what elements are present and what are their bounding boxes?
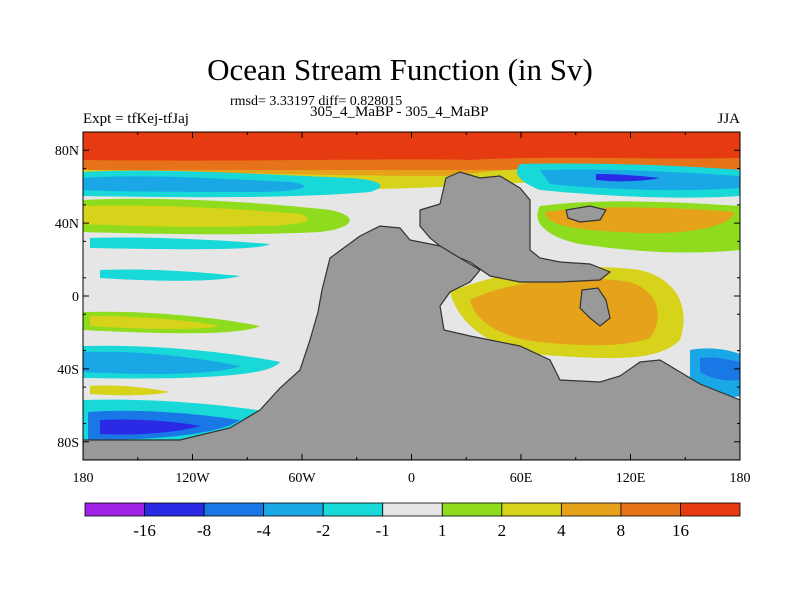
equatorial-positive-core [90,316,220,329]
colorbar-label: -16 [133,521,156,540]
colorbar-swatch [144,502,205,517]
colorbar-swatch [501,502,562,517]
y-tick-label: 0 [72,290,79,305]
arctic-band-16 [83,132,740,161]
x-tick-label: 0 [408,471,415,486]
x-tick-label: 60E [510,471,533,486]
colorbar-swatch [680,502,741,517]
stream-function-field [83,132,740,460]
colorbar-label: 4 [557,521,566,540]
x-tick-label: 120E [616,471,646,486]
colorbar-swatch [441,502,503,517]
north-negative-core [83,176,305,192]
center-header: 305_4_MaBP - 305_4_MaBP [310,104,489,120]
y-axis: 80N 40N 0 40S 80S [55,131,740,461]
colorbar-label: 16 [672,521,689,540]
right-header: JJA [717,111,740,127]
x-axis: 180 120W 60W 0 60E 120E 180 [73,132,751,486]
colorbar-label: -2 [316,521,330,540]
x-tick-label: 180 [73,471,94,486]
midlat-positive-core [83,205,308,227]
colorbar-label: 1 [438,521,447,540]
chart-title: Ocean Stream Function (in Sv) [207,52,593,87]
land-island-1 [579,287,611,327]
y-tick-label: 40S [57,363,79,378]
land-central [83,225,740,460]
stats-line: rmsd= 3.33197 diff= 0.828015 [230,94,403,109]
colorbar-label: -4 [257,521,272,540]
subtropic-streak-2 [100,269,240,281]
left-header: Expt = tfKej-tfJaj [83,111,189,127]
x-tick-label: 60W [288,471,316,486]
colorbar-swatch [263,502,324,517]
ne-negative-min [596,174,660,182]
south-positive-patch [90,385,170,396]
tropical-positive-core [470,278,658,346]
colorbar-swatch [322,502,384,517]
land-island-2 [565,205,607,223]
colorbar-swatch [84,502,145,517]
se-negative-core [700,357,740,381]
colorbar-swatch [203,502,265,517]
colorbar-swatch [560,502,622,517]
colorbar: -16 -8 -4 -2 -1 1 2 4 8 16 [84,502,741,540]
colorbar-swatch [620,502,681,517]
colorbar-label: 2 [498,521,507,540]
colorbar-label: 8 [617,521,626,540]
x-tick-label: 120W [175,471,210,486]
colorbar-label: -8 [197,521,211,540]
subtropic-streak-1 [90,237,270,250]
y-tick-label: 40N [55,217,79,232]
antarctic-negative-min [100,419,200,435]
x-tick-label: 180 [730,471,751,486]
land-masses [83,171,740,460]
south-negative-core [83,351,240,374]
colorbar-swatch [382,502,443,517]
colorbar-label: -1 [376,521,390,540]
y-tick-label: 80S [57,436,79,451]
y-tick-label: 80N [55,144,79,159]
